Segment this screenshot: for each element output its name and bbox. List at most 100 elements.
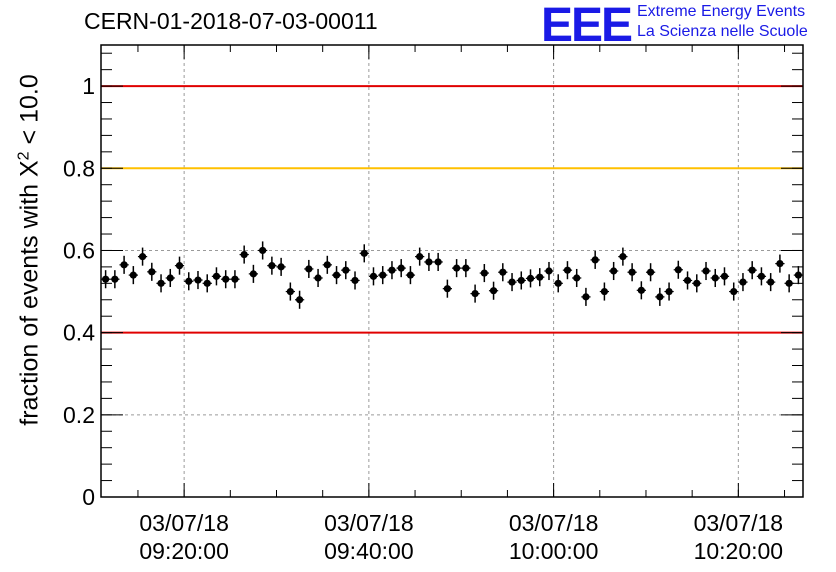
data-point bbox=[277, 263, 285, 271]
reference-lines bbox=[101, 85, 803, 334]
data-point bbox=[785, 279, 793, 287]
data-point bbox=[351, 276, 359, 285]
data-point bbox=[628, 268, 636, 276]
x-tick-date-label: 03/07/18 bbox=[509, 510, 599, 536]
data-point bbox=[767, 278, 775, 286]
data-point bbox=[425, 258, 433, 266]
y-axis-label-superscript: 2 bbox=[15, 151, 33, 161]
data-point bbox=[166, 274, 174, 282]
axis-ticks: 00.20.40.60.8103/07/1809:20:0003/07/1809… bbox=[63, 45, 803, 564]
brand-line-2: La Scienza nelle Scuole bbox=[637, 23, 808, 40]
data-point bbox=[212, 272, 221, 280]
data-point bbox=[757, 272, 766, 280]
data-point bbox=[453, 264, 461, 272]
data-point bbox=[434, 258, 442, 266]
data-point bbox=[416, 253, 424, 261]
data-point bbox=[222, 275, 230, 283]
data-point bbox=[526, 274, 535, 282]
data-point bbox=[240, 250, 248, 259]
data-point bbox=[646, 268, 655, 276]
data-point bbox=[379, 271, 387, 279]
data-point bbox=[656, 293, 664, 301]
data-point bbox=[554, 279, 562, 287]
data-point bbox=[536, 273, 544, 281]
data-point bbox=[489, 287, 498, 295]
eee-logo: EEE bbox=[541, 0, 633, 52]
data-point bbox=[148, 268, 156, 276]
data-point bbox=[314, 274, 322, 282]
data-point bbox=[711, 274, 719, 282]
data-point bbox=[388, 266, 396, 274]
y-tick-label: 0.4 bbox=[63, 320, 95, 346]
data-point bbox=[545, 267, 553, 275]
x-tick-date-label: 03/07/18 bbox=[139, 510, 229, 536]
data-point bbox=[693, 279, 701, 287]
data-point bbox=[794, 271, 802, 279]
data-point bbox=[397, 264, 405, 272]
plot-frame bbox=[100, 44, 804, 498]
data-point bbox=[471, 290, 479, 298]
y-tick-label: 0 bbox=[82, 484, 95, 510]
data-point bbox=[102, 275, 110, 283]
data-point bbox=[582, 293, 590, 301]
data-point bbox=[776, 260, 784, 268]
data-point bbox=[249, 270, 258, 278]
data-points bbox=[101, 241, 803, 309]
data-point bbox=[203, 279, 211, 287]
brand-line-1: Extreme Energy Events bbox=[637, 3, 806, 20]
data-point bbox=[406, 271, 415, 279]
data-point bbox=[730, 287, 738, 296]
data-point bbox=[111, 275, 119, 283]
data-point bbox=[129, 271, 137, 279]
data-point bbox=[286, 287, 294, 296]
data-point bbox=[610, 267, 618, 275]
data-point bbox=[665, 287, 673, 296]
data-point bbox=[480, 269, 488, 277]
data-point bbox=[259, 246, 267, 255]
data-point bbox=[637, 286, 645, 294]
data-point bbox=[369, 272, 378, 280]
grid-layer bbox=[101, 45, 803, 497]
data-point bbox=[499, 268, 507, 276]
data-point bbox=[517, 276, 525, 285]
data-point bbox=[295, 296, 304, 304]
y-tick-label: 1 bbox=[82, 73, 95, 99]
data-point bbox=[720, 272, 729, 280]
data-point bbox=[268, 262, 276, 270]
y-axis-label: fraction of events with X2 < 10.0 bbox=[15, 74, 44, 425]
data-point bbox=[360, 249, 368, 257]
data-point bbox=[462, 264, 470, 272]
data-point bbox=[619, 253, 627, 261]
data-point bbox=[138, 253, 147, 261]
data-point bbox=[231, 275, 239, 283]
data-point bbox=[185, 277, 193, 285]
data-point bbox=[739, 278, 747, 286]
data-point bbox=[591, 256, 599, 264]
data-point bbox=[600, 287, 609, 296]
x-tick-date-label: 03/07/18 bbox=[694, 510, 784, 536]
data-point bbox=[342, 266, 350, 274]
data-point bbox=[175, 262, 184, 270]
data-point bbox=[702, 267, 710, 275]
y-axis-label-main: fraction of events with X bbox=[15, 160, 44, 426]
x-tick-time-label: 09:40:00 bbox=[324, 538, 414, 564]
data-point bbox=[157, 279, 165, 287]
run-title: CERN-01-2018-07-03-00011 bbox=[84, 8, 378, 34]
y-tick-label: 0.2 bbox=[63, 402, 95, 428]
data-point bbox=[443, 285, 451, 293]
data-point bbox=[508, 278, 516, 286]
data-point bbox=[194, 276, 202, 284]
data-point bbox=[305, 265, 313, 273]
x-tick-time-label: 10:20:00 bbox=[694, 538, 784, 564]
data-point bbox=[748, 266, 756, 274]
data-point bbox=[573, 274, 581, 282]
y-tick-label: 0.8 bbox=[63, 155, 95, 181]
x-tick-time-label: 09:20:00 bbox=[139, 538, 229, 564]
y-axis-label-tail: < 10.0 bbox=[15, 74, 44, 152]
data-point bbox=[563, 266, 572, 274]
data-point bbox=[323, 261, 331, 269]
x-tick-date-label: 03/07/18 bbox=[324, 510, 414, 536]
x-tick-time-label: 10:00:00 bbox=[509, 538, 599, 564]
data-point bbox=[683, 276, 692, 285]
